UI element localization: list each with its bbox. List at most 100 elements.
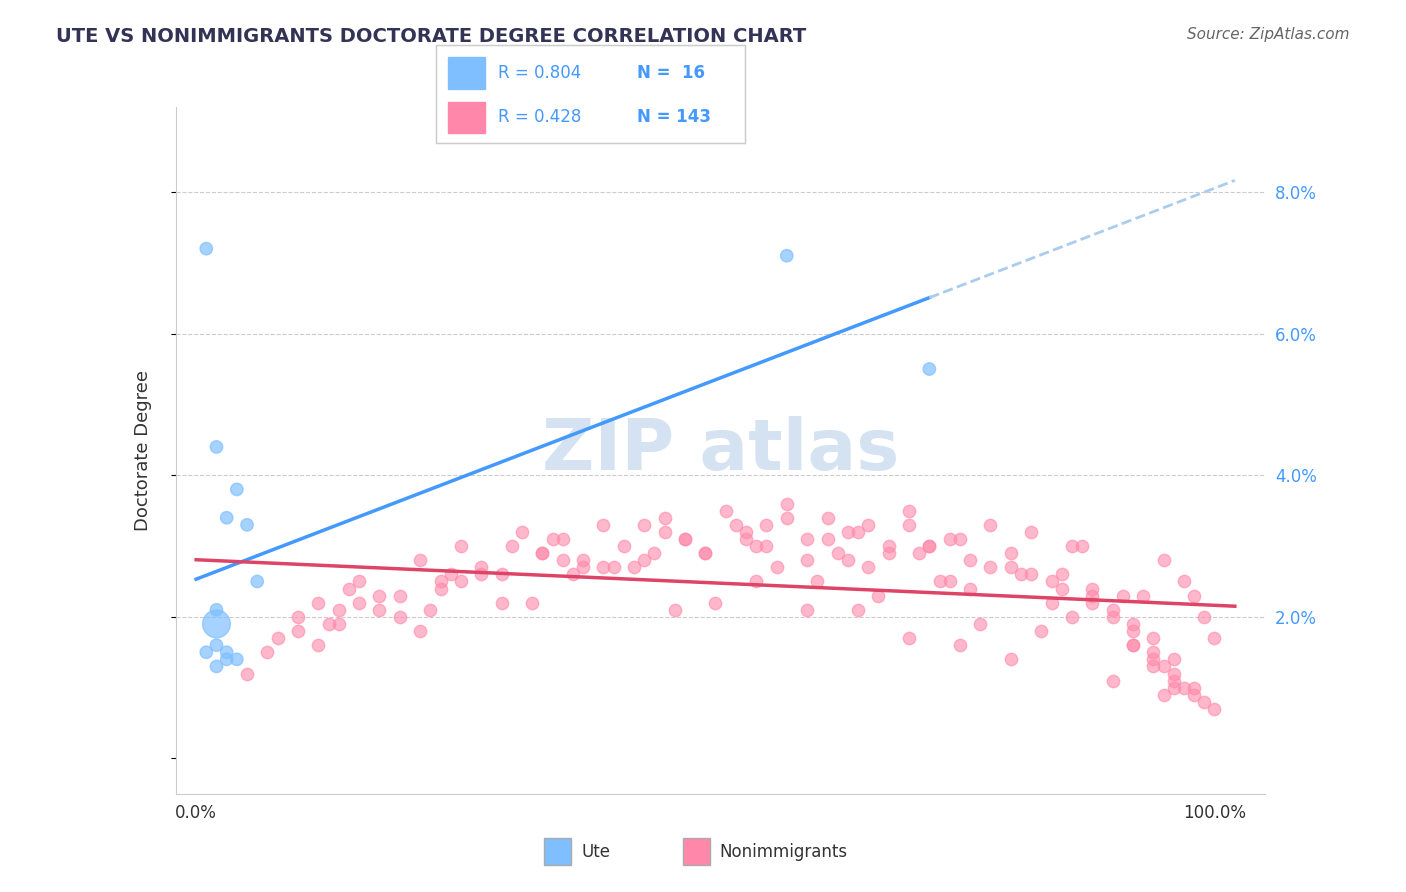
Nonimmigrants (1000, 560, 1022, 574)
Nonimmigrants (409, 624, 432, 638)
Nonimmigrants (938, 574, 960, 589)
Nonimmigrants (1122, 638, 1144, 652)
Text: ZIP atlas: ZIP atlas (541, 416, 900, 485)
Nonimmigrants (724, 517, 747, 532)
Ute (776, 249, 799, 263)
Nonimmigrants (1204, 702, 1226, 716)
Nonimmigrants (551, 532, 574, 546)
Nonimmigrants (969, 616, 991, 631)
Nonimmigrants (633, 553, 655, 567)
Nonimmigrants (1182, 688, 1205, 702)
Nonimmigrants (1122, 624, 1144, 638)
Ute (205, 616, 228, 631)
Nonimmigrants (1163, 681, 1185, 695)
Ute (918, 362, 941, 376)
Nonimmigrants (735, 524, 758, 539)
Nonimmigrants (1153, 688, 1175, 702)
Nonimmigrants (1081, 582, 1104, 596)
Nonimmigrants (654, 524, 676, 539)
Nonimmigrants (368, 589, 391, 603)
Ute (205, 440, 228, 454)
Ute (195, 645, 218, 659)
Nonimmigrants (491, 596, 513, 610)
Nonimmigrants (796, 603, 818, 617)
Text: R = 0.804: R = 0.804 (498, 64, 581, 82)
Nonimmigrants (522, 596, 544, 610)
FancyBboxPatch shape (449, 102, 485, 133)
Nonimmigrants (837, 553, 859, 567)
Nonimmigrants (307, 596, 329, 610)
Nonimmigrants (328, 603, 350, 617)
Nonimmigrants (368, 603, 391, 617)
Nonimmigrants (1182, 589, 1205, 603)
Ute (225, 652, 247, 666)
Nonimmigrants (979, 517, 1001, 532)
Nonimmigrants (1153, 659, 1175, 673)
Nonimmigrants (388, 589, 411, 603)
Text: Source: ZipAtlas.com: Source: ZipAtlas.com (1187, 27, 1350, 42)
Nonimmigrants (745, 574, 768, 589)
Nonimmigrants (592, 517, 614, 532)
Nonimmigrants (643, 546, 665, 560)
Ute (205, 638, 228, 652)
Nonimmigrants (695, 546, 717, 560)
Nonimmigrants (1019, 567, 1042, 582)
Nonimmigrants (328, 616, 350, 631)
Nonimmigrants (1040, 596, 1063, 610)
Nonimmigrants (806, 574, 828, 589)
Nonimmigrants (897, 631, 920, 645)
Nonimmigrants (1010, 567, 1032, 582)
Nonimmigrants (592, 560, 614, 574)
Nonimmigrants (266, 631, 288, 645)
Nonimmigrants (1060, 610, 1083, 624)
Nonimmigrants (337, 582, 360, 596)
Nonimmigrants (837, 524, 859, 539)
FancyBboxPatch shape (683, 838, 710, 865)
Nonimmigrants (1050, 582, 1073, 596)
Nonimmigrants (959, 553, 981, 567)
Nonimmigrants (347, 596, 370, 610)
Ute (195, 242, 218, 256)
Nonimmigrants (633, 517, 655, 532)
Nonimmigrants (673, 532, 696, 546)
Nonimmigrants (1153, 553, 1175, 567)
Nonimmigrants (419, 603, 441, 617)
Nonimmigrants (714, 503, 737, 517)
Nonimmigrants (918, 539, 941, 553)
Nonimmigrants (470, 560, 492, 574)
Nonimmigrants (695, 546, 717, 560)
Nonimmigrants (776, 510, 799, 524)
Nonimmigrants (979, 560, 1001, 574)
Nonimmigrants (531, 546, 554, 560)
Nonimmigrants (1173, 681, 1195, 695)
Nonimmigrants (318, 616, 340, 631)
Nonimmigrants (664, 603, 686, 617)
Nonimmigrants (287, 624, 309, 638)
Nonimmigrants (450, 539, 472, 553)
Nonimmigrants (1081, 589, 1104, 603)
Nonimmigrants (846, 524, 869, 539)
Nonimmigrants (776, 497, 799, 511)
Nonimmigrants (287, 610, 309, 624)
Nonimmigrants (1122, 616, 1144, 631)
FancyBboxPatch shape (544, 838, 571, 865)
Nonimmigrants (1081, 596, 1104, 610)
Nonimmigrants (1000, 652, 1022, 666)
Nonimmigrants (429, 574, 451, 589)
Nonimmigrants (817, 510, 839, 524)
Nonimmigrants (858, 517, 880, 532)
Nonimmigrants (531, 546, 554, 560)
Nonimmigrants (755, 517, 778, 532)
FancyBboxPatch shape (449, 57, 485, 89)
Text: Ute: Ute (582, 843, 610, 861)
Ute (215, 652, 238, 666)
Nonimmigrants (673, 532, 696, 546)
Nonimmigrants (1142, 652, 1164, 666)
Nonimmigrants (1031, 624, 1053, 638)
Nonimmigrants (501, 539, 523, 553)
Y-axis label: Doctorate Degree: Doctorate Degree (134, 370, 152, 531)
Nonimmigrants (1204, 631, 1226, 645)
Nonimmigrants (928, 574, 950, 589)
Nonimmigrants (623, 560, 645, 574)
Ute (246, 574, 269, 589)
